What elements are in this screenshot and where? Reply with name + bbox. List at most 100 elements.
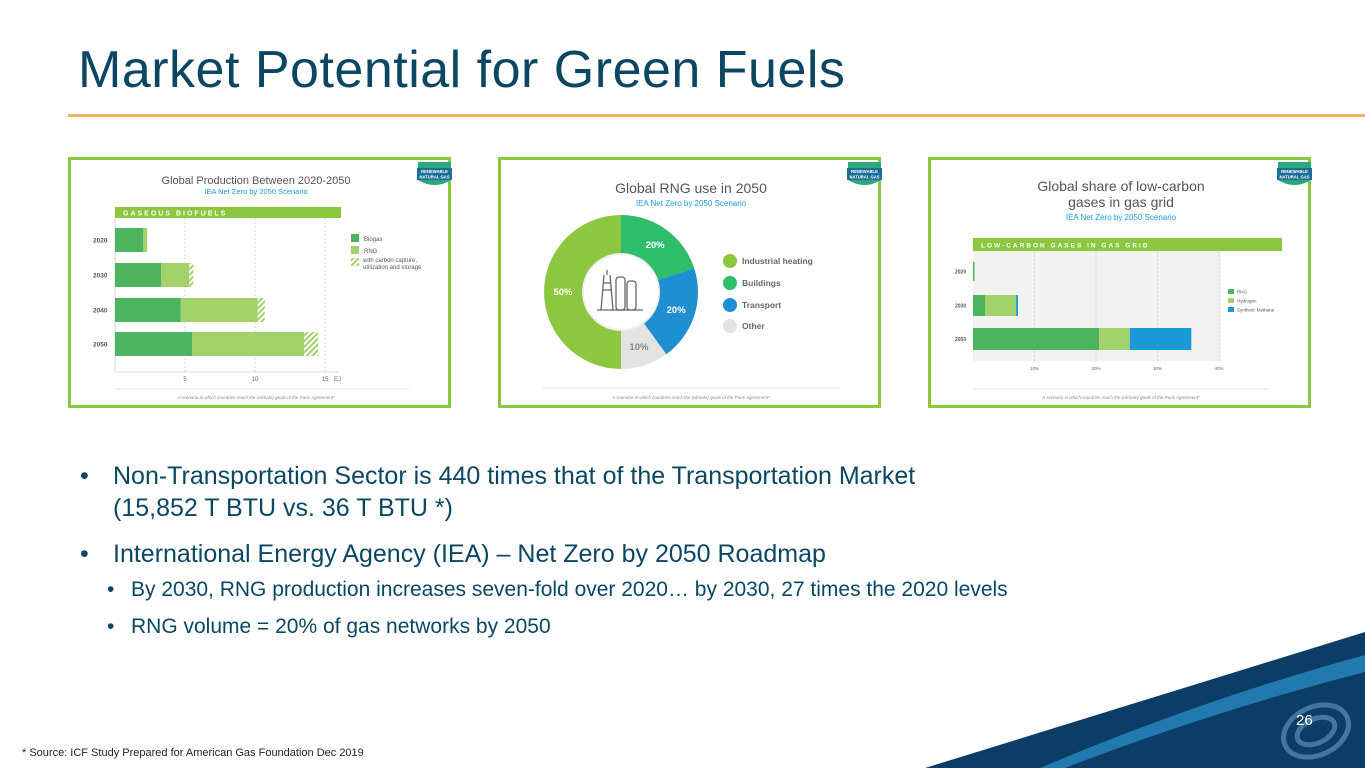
legend-swatch xyxy=(723,298,737,312)
legend-label-rng: RNG xyxy=(364,249,378,255)
bullet-text: Non-Transportation Sector is 440 times t… xyxy=(113,462,916,490)
bullet-list: • Non-Transportation Sector is 440 times… xyxy=(80,460,1230,641)
company-logo-icon xyxy=(1281,702,1351,760)
bar-hydrogen xyxy=(985,295,1017,316)
legend-label-biogas: Biogas xyxy=(364,237,382,243)
gas-share-chart: Global share of low-carbon gases in gas … xyxy=(955,178,1282,400)
rng-use-chart: Global RNG use in 2050 IEA Net Zero by 2… xyxy=(543,180,839,400)
production-chart: Global Production Between 2020-2050 IEA … xyxy=(93,175,422,400)
legend-swatch xyxy=(723,276,737,290)
legend-label: Industrial heating xyxy=(742,256,813,266)
legend-label: Buildings xyxy=(742,278,781,288)
page-number: 26 xyxy=(1296,712,1313,729)
bullet-continuation: (15,852 T BTU vs. 36 T BTU *) xyxy=(113,494,453,522)
sub-bullet-item: • RNG volume = 20% of gas networks by 20… xyxy=(80,613,1230,641)
chart-subtitle: IEA Net Zero by 2050 Scenario xyxy=(1066,213,1177,222)
wave-light xyxy=(1040,655,1365,768)
legend-swatch xyxy=(723,319,737,333)
chart-title: Global RNG use in 2050 xyxy=(615,180,767,196)
y-tick-label: 2050 xyxy=(955,337,966,343)
y-tick-label: 2040 xyxy=(93,308,108,315)
sub-bullet-glyph: • xyxy=(107,578,115,601)
chart-title-line-2: gases in gas grid xyxy=(1068,194,1174,210)
x-tick-label: 10 xyxy=(252,377,259,383)
bar-rng xyxy=(973,262,975,281)
legend-swatch xyxy=(723,254,737,268)
band-label: LOW-CARBON GASES IN GAS GRID xyxy=(981,243,1150,250)
rng-use-chart-card: Global RNG use in 2050 IEA Net Zero by 2… xyxy=(498,157,881,408)
bar-rng xyxy=(973,328,1100,350)
legend: Biogas RNG with carbon capture, utilizat… xyxy=(351,234,422,271)
chart-title-line-1: Global share of low-carbon xyxy=(1037,178,1204,194)
wave-dark xyxy=(925,632,1365,768)
gas-share-chart-card: Global share of low-carbon gases in gas … xyxy=(928,157,1311,408)
y-tick-label: 2020 xyxy=(955,270,966,276)
legend-label-synthetic: Synthetic Methane xyxy=(1237,308,1275,313)
x-tick-label: 5 xyxy=(183,377,187,383)
bar-rng xyxy=(973,295,986,316)
sub-bullet-item: • By 2030, RNG production increases seve… xyxy=(80,576,1230,604)
y-tick-label: 2050 xyxy=(93,342,108,349)
slice-label: 10% xyxy=(629,342,649,353)
production-chart-card: Global Production Between 2020-2050 IEA … xyxy=(68,157,451,408)
sub-bullet-glyph: • xyxy=(107,615,115,638)
slide-title: Market Potential for Green Fuels xyxy=(78,41,846,99)
legend-swatch-hydrogen xyxy=(1228,298,1234,303)
bullet-glyph: • xyxy=(80,540,89,568)
slice-label: 20% xyxy=(667,305,687,316)
x-tick-label: 40% xyxy=(1214,366,1223,371)
y-tick-label: 2030 xyxy=(955,304,966,310)
bar-rng xyxy=(161,263,190,287)
band-bar xyxy=(973,238,1282,251)
x-unit: EJ xyxy=(334,377,341,383)
bullet-text: International Energy Agency (IEA) – Net … xyxy=(113,540,826,568)
x-tick-label: 10% xyxy=(1030,366,1039,371)
legend-swatch-synthetic xyxy=(1228,307,1234,312)
bar-rng xyxy=(143,228,148,252)
title-divider xyxy=(68,114,1365,117)
bullet-item: • International Energy Agency (IEA) – Ne… xyxy=(80,538,1230,570)
legend-label: Other xyxy=(742,321,765,331)
bar-synthetic-methane xyxy=(1129,328,1192,350)
sub-bullet-text: By 2030, RNG production increases seven-… xyxy=(131,578,1008,601)
legend-swatch-rng xyxy=(351,246,359,254)
chart-footer: A scenario in which countries reach the … xyxy=(1041,395,1200,400)
legend-label-ccus: with carbon capture, utilization and sto… xyxy=(363,258,422,271)
legend-label-hydrogen: Hydrogen xyxy=(1237,299,1257,304)
chart-footer: A scenario in which countries reach the … xyxy=(176,395,335,400)
bar-ccus xyxy=(304,332,318,356)
y-tick-label: 2020 xyxy=(93,238,108,245)
slice-label: 50% xyxy=(553,287,573,298)
bar-biogas xyxy=(115,298,181,322)
x-tick-label: 30% xyxy=(1153,366,1162,371)
chart-title: Global Production Between 2020-2050 xyxy=(162,175,351,187)
legend: RNG Hydrogen Synthetic Methane xyxy=(1228,289,1275,313)
chart-footer: A scenario in which countries reach the … xyxy=(611,395,770,400)
bar-biogas xyxy=(115,263,162,287)
legend-label: Transport xyxy=(742,300,781,310)
legend: Industrial heating Buildings Transport Othe… xyxy=(723,254,813,333)
source-footnote: * Source: ICF Study Prepared for America… xyxy=(22,747,364,759)
bar-synthetic-methane xyxy=(1016,295,1018,316)
x-tick-label: 15 xyxy=(322,377,329,383)
bullet-item: • Non-Transportation Sector is 440 times… xyxy=(80,460,1230,524)
bar-ccus xyxy=(189,263,194,287)
bar-biogas xyxy=(115,332,192,356)
y-tick-label: 2030 xyxy=(93,273,108,280)
refinery-icon xyxy=(597,270,643,311)
chart-subtitle: IEA Net Zero by 2050 Scenario xyxy=(636,199,747,208)
x-tick-label: 20% xyxy=(1091,366,1100,371)
slice-label: 20% xyxy=(646,240,666,251)
bar-biogas xyxy=(115,228,143,252)
sub-bullet-text: RNG volume = 20% of gas networks by 2050 xyxy=(131,615,551,638)
bar-rng xyxy=(180,298,258,322)
legend-swatch-biogas xyxy=(351,234,359,242)
legend-label-rng: RNG xyxy=(1237,290,1247,295)
band-label: GASEOUS BIOFUELS xyxy=(123,211,227,218)
bar-rng xyxy=(192,332,304,356)
chart-subtitle: IEA Net Zero by 2050 Scenario xyxy=(204,187,307,196)
band-bar xyxy=(115,207,341,218)
bullet-glyph: • xyxy=(80,462,89,490)
donut-center xyxy=(582,253,660,331)
